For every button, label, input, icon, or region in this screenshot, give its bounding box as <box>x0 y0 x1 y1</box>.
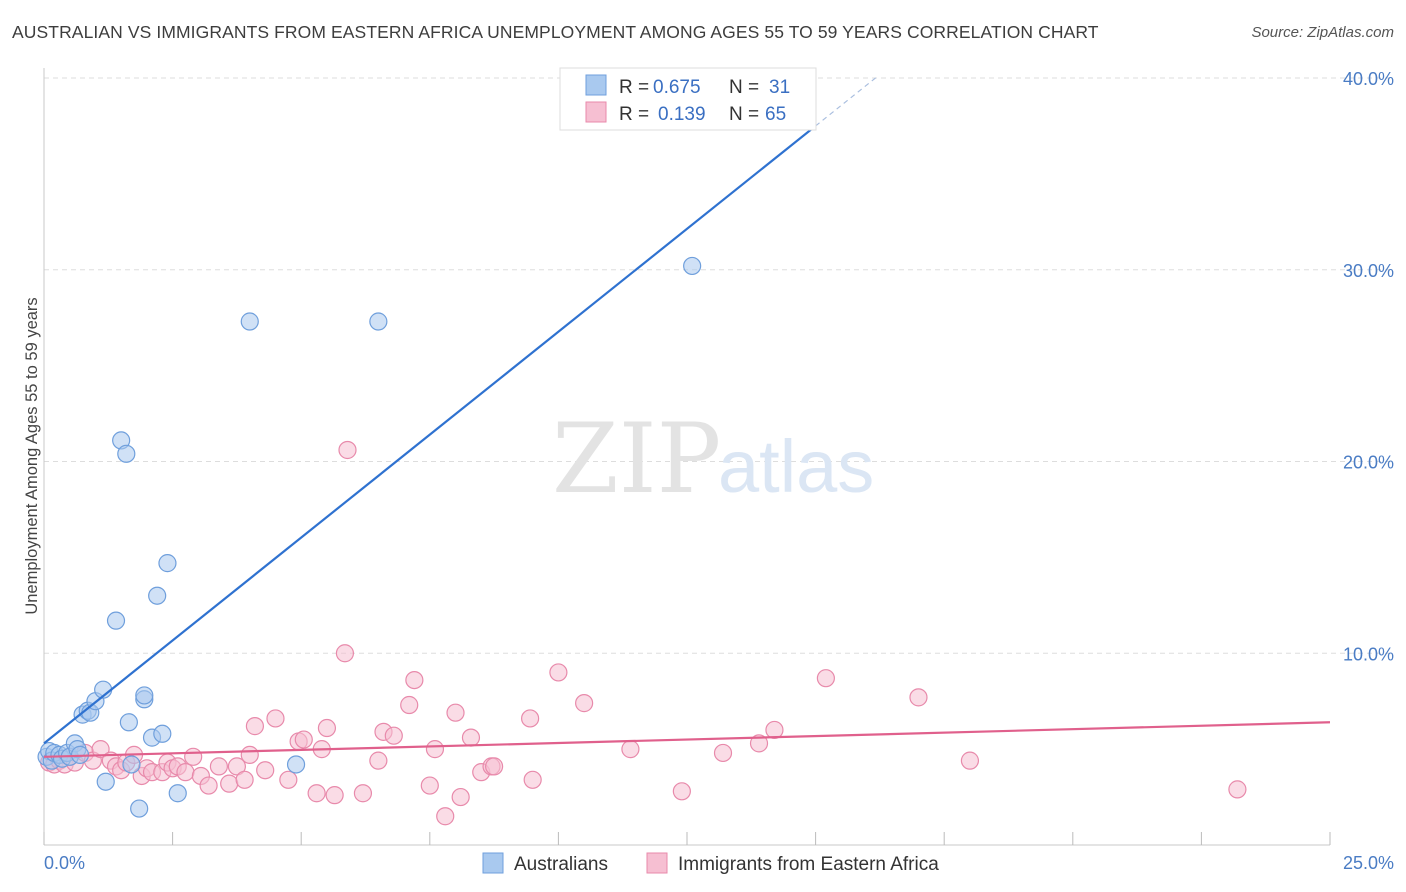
immigrants-point-67 <box>960 751 980 770</box>
series-legend-label-australians: Australians <box>514 854 608 875</box>
immigrants-point-60 <box>621 740 640 759</box>
immigrants-point-69 <box>338 440 357 460</box>
immigrants-point-47 <box>420 776 439 795</box>
y-tick-label-2: 30.0% <box>1343 261 1394 281</box>
australians-point-21 <box>122 755 141 774</box>
grid-lines <box>44 77 1394 654</box>
immigrants-point-27 <box>227 757 246 776</box>
x-tick-marks <box>43 832 1331 845</box>
immigrants-point-56 <box>523 770 542 789</box>
x-tick-label-max: 25.0% <box>1343 853 1394 873</box>
y-axis-label: Unemployment Among Ages 55 to 59 years <box>23 297 41 614</box>
australians-point-29 <box>168 784 187 803</box>
australians-point-30 <box>240 312 259 331</box>
australians-point-24 <box>135 686 154 705</box>
immigrants-point-29 <box>240 745 259 764</box>
immigrants-point-59 <box>575 694 594 713</box>
immigrants-point-31 <box>256 761 275 780</box>
immigrants-point-44 <box>384 726 403 745</box>
immigrants-point-66 <box>909 688 928 707</box>
australians-point-17 <box>106 611 126 630</box>
stats-legend-swatch-immigrants <box>585 101 607 123</box>
series-legend: Australians Immigrants from Eastern Afri… <box>482 852 939 875</box>
stats-legend-r-value-immigrants: 0.139 <box>658 104 706 125</box>
immigrants-point-48 <box>425 740 445 759</box>
immigrants-point-49 <box>436 807 455 826</box>
immigrants-point-41 <box>353 784 373 803</box>
trend-lines <box>43 76 1331 758</box>
immigrants-point-64 <box>765 720 784 740</box>
immigrants-point-35 <box>294 730 313 749</box>
immigrants-point-25 <box>209 757 228 776</box>
immigrants-point-8 <box>91 740 110 759</box>
immigrants-point-32 <box>266 709 285 728</box>
series-australians-points <box>37 256 702 818</box>
immigrants-point-42 <box>369 751 388 770</box>
australians-point-20 <box>119 713 138 732</box>
watermark: ZIP atlas <box>552 403 874 515</box>
australians-point-31 <box>286 755 306 774</box>
immigrants-point-22 <box>184 747 203 766</box>
immigrants-point-61 <box>672 782 691 801</box>
trend-line-australians <box>43 125 817 745</box>
australians-point-32 <box>369 312 388 331</box>
australians-point-19 <box>117 444 136 463</box>
immigrants-point-28 <box>235 770 254 789</box>
australians-point-27 <box>153 724 172 743</box>
immigrants-point-58 <box>549 663 568 682</box>
series-legend-label-immigrants: Immigrants from Eastern Africa <box>678 854 939 875</box>
y-tick-label-1: 20.0% <box>1343 453 1394 473</box>
immigrants-point-62 <box>713 743 733 763</box>
immigrants-point-36 <box>307 784 326 803</box>
watermark-zip: ZIP <box>552 403 721 515</box>
immigrants-point-26 <box>220 774 239 793</box>
immigrants-point-46 <box>405 670 424 690</box>
stats-legend: R = 0.675 N = 31 R = 0.139 N = 65 <box>559 67 817 131</box>
watermark-atlas: atlas <box>718 425 874 508</box>
australians-point-33 <box>683 256 702 276</box>
australians-point-22 <box>130 799 149 818</box>
stats-legend-r-value-australians: 0.675 <box>653 77 701 98</box>
immigrants-point-57 <box>521 709 540 728</box>
stats-legend-n-label-1: N = <box>729 77 759 98</box>
stats-legend-n-value-immigrants: 65 <box>765 104 786 125</box>
y-tick-labels: 10.0% 20.0% 30.0% 40.0% <box>1343 69 1394 664</box>
immigrants-point-39 <box>325 786 344 805</box>
australians-point-28 <box>158 554 177 573</box>
stats-legend-n-label-2: N = <box>729 104 759 125</box>
source-credit: Source: ZipAtlas.com <box>1251 24 1394 41</box>
series-legend-swatch-australians <box>482 852 504 874</box>
immigrants-point-38 <box>317 718 337 738</box>
immigrants-point-40 <box>335 644 355 663</box>
immigrants-point-30 <box>245 717 265 736</box>
immigrants-point-65 <box>816 669 835 688</box>
immigrants-point-33 <box>279 770 298 789</box>
y-tick-label-0: 10.0% <box>1343 644 1394 664</box>
immigrants-point-21 <box>176 763 195 782</box>
immigrants-point-68 <box>1228 780 1247 799</box>
stats-legend-r-label-2: R = <box>619 104 649 125</box>
y-tick-label-3: 40.0% <box>1343 69 1394 89</box>
stats-legend-r-label-1: R = <box>619 77 649 98</box>
australians-point-16 <box>96 772 115 791</box>
immigrants-point-63 <box>749 734 769 753</box>
x-tick-label-min: 0.0% <box>44 853 85 873</box>
immigrants-point-45 <box>400 695 419 715</box>
stats-legend-swatch-australians <box>585 74 607 96</box>
australians-point-26 <box>148 586 167 605</box>
chart-title: AUSTRALIAN VS IMMIGRANTS FROM EASTERN AF… <box>12 22 1099 42</box>
trend-line-immigrants <box>43 721 1331 758</box>
immigrants-point-50 <box>446 703 465 722</box>
series-legend-swatch-immigrants <box>646 852 668 874</box>
trend-line-australians-extension <box>815 76 878 127</box>
immigrants-point-55 <box>485 757 504 776</box>
immigrants-point-24 <box>199 776 218 795</box>
stats-legend-n-value-australians: 31 <box>769 77 790 98</box>
immigrants-point-51 <box>451 787 470 807</box>
immigrants-point-52 <box>461 728 481 747</box>
